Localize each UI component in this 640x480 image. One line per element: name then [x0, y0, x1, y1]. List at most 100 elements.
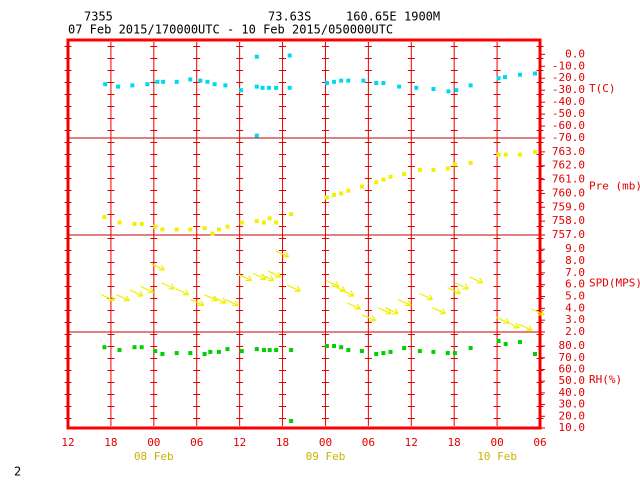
marker: [188, 77, 193, 82]
y-tick-label: 759.0: [552, 200, 585, 213]
wind-arrow: [140, 285, 155, 294]
marker: [388, 174, 393, 179]
marker: [261, 220, 266, 225]
marker: [431, 167, 436, 172]
marker: [381, 351, 386, 356]
wind-arrow: [432, 307, 446, 315]
marker: [402, 346, 407, 351]
marker: [153, 224, 158, 229]
wind-arrow: [212, 296, 227, 304]
elevation: 1900M: [404, 10, 440, 24]
wind-arrow: [377, 307, 392, 315]
y-tick-label: 6.0: [565, 278, 585, 291]
plot-frame: [66, 38, 542, 430]
marker: [117, 348, 122, 353]
marker: [102, 214, 107, 219]
marker: [261, 348, 266, 353]
y-axis-label: RH(%): [589, 373, 622, 386]
marker: [174, 79, 179, 84]
y-tick-label: 762.0: [552, 159, 585, 172]
marker: [532, 149, 537, 154]
wind-arrow: [340, 289, 355, 297]
date-label: 08 Feb: [134, 450, 174, 463]
marker: [502, 75, 507, 80]
wind-arrow: [116, 294, 130, 302]
x-tick-label: 18: [104, 436, 117, 449]
y-tick-label: 50.0: [559, 374, 586, 387]
marker: [431, 87, 436, 91]
marker: [160, 227, 165, 232]
y-tick-label: 8.0: [565, 254, 585, 267]
x-tick-label: 00: [490, 436, 503, 449]
y-tick-label: 3.0: [565, 313, 585, 326]
page-number: 2: [14, 465, 21, 479]
marker: [287, 85, 292, 90]
marker: [468, 346, 473, 351]
wind-arrow: [469, 276, 484, 284]
wind-arrow: [505, 321, 520, 329]
y-tick-label: 757.0: [552, 228, 585, 241]
wind-arrow: [397, 298, 412, 307]
wind-arrow: [362, 314, 376, 322]
marker: [174, 351, 179, 356]
marker: [254, 54, 259, 59]
marker: [339, 191, 344, 196]
wind-arrow: [151, 263, 165, 271]
marker: [160, 352, 165, 357]
marker: [117, 220, 122, 225]
marker: [274, 348, 279, 353]
y-tick-label: -30.0: [552, 83, 585, 96]
marker: [381, 81, 386, 86]
marker: [452, 162, 457, 167]
marker: [212, 82, 217, 87]
marker: [332, 192, 337, 197]
marker: [267, 216, 272, 221]
y-tick-label: -40.0: [552, 95, 585, 108]
wind-arrow: [190, 298, 205, 307]
marker: [289, 418, 294, 423]
marker: [359, 349, 364, 354]
marker: [468, 83, 473, 88]
y-tick-label: -50.0: [552, 107, 585, 120]
marker: [374, 180, 379, 185]
y-tick-label: -10.0: [552, 59, 585, 72]
marker: [445, 351, 450, 356]
marker: [532, 352, 537, 357]
y-tick-label: 70.0: [559, 351, 586, 364]
marker: [332, 344, 337, 349]
marker: [216, 227, 221, 232]
y-tick-label: 763.0: [552, 145, 585, 158]
marker: [359, 184, 364, 189]
marker: [324, 195, 329, 200]
marker: [287, 53, 292, 58]
marker: [388, 349, 393, 354]
marker: [446, 89, 451, 94]
marker: [381, 177, 386, 182]
marker: [130, 83, 135, 88]
y-tick-label: 2.0: [565, 325, 585, 338]
y-axis-label: SPD(MPS): [589, 277, 640, 290]
marker: [332, 79, 337, 84]
marker: [145, 82, 150, 87]
marker: [216, 349, 221, 354]
wind-arrow: [129, 289, 144, 297]
marker: [174, 227, 179, 232]
marker: [103, 82, 108, 87]
marker: [153, 349, 158, 354]
wind-arrow: [224, 298, 239, 307]
marker: [260, 85, 265, 90]
marker: [205, 79, 210, 84]
marker: [339, 345, 344, 350]
marker: [517, 152, 522, 157]
y-tick-label: 760.0: [552, 186, 585, 199]
marker: [417, 349, 422, 354]
marker: [254, 84, 259, 89]
marker: [254, 219, 259, 224]
y-tick-label: 30.0: [559, 398, 586, 411]
wind-arrow: [161, 282, 175, 290]
marker: [324, 344, 329, 349]
x-tick-label: 00: [319, 436, 332, 449]
longitude: 160.65E: [346, 10, 397, 24]
x-tick-label: 06: [190, 436, 203, 449]
marker: [223, 83, 228, 88]
